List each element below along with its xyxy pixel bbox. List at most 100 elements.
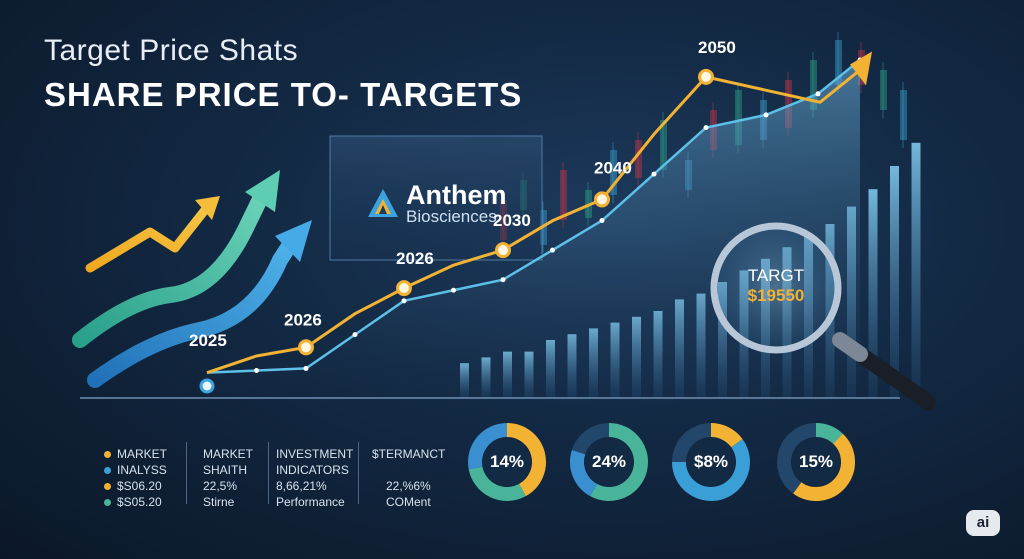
- donut-segment: [815, 423, 843, 445]
- secondary-point: [500, 277, 506, 283]
- series-line-secondary: [206, 59, 861, 374]
- donut-segment: [672, 439, 750, 501]
- primary-arrow-head: [850, 51, 872, 86]
- donut-label: 14%: [489, 452, 525, 471]
- candle-body: [835, 40, 842, 85]
- gold-arrow: [85, 205, 210, 273]
- stat-line: COMent: [386, 495, 431, 509]
- candle-body: [880, 70, 887, 110]
- secondary-point: [651, 171, 657, 177]
- magnifier-lens: [710, 222, 842, 354]
- legend-label: INALYSS: [117, 463, 167, 477]
- magnifier-value: $19550: [747, 286, 805, 305]
- stat-column: $TERMANCT 22,%6% COMent: [372, 446, 445, 510]
- candle-body: [900, 90, 907, 140]
- stat-line: 8,66,21%: [276, 479, 327, 493]
- donut-segment: [570, 449, 598, 497]
- legend-dot: [104, 466, 111, 474]
- secondary-point: [303, 365, 309, 371]
- brand-logo: Anthem Biosciences: [366, 182, 507, 226]
- donut-hole: [792, 438, 840, 486]
- donut-hole: [585, 438, 633, 486]
- donut-label: 15%: [798, 452, 834, 471]
- legend: MARKET INALYSS $S06.20 $S05.20: [104, 446, 167, 510]
- magnifier-readout: TARGT $19550: [716, 266, 836, 306]
- stat-line: SHAITH: [203, 463, 248, 477]
- brand-subtitle: Biosciences: [406, 207, 497, 226]
- donut-label: 24%: [591, 452, 627, 471]
- price-area: [207, 60, 860, 398]
- primary-point: [396, 280, 412, 297]
- teal-arrow-head: [245, 170, 280, 212]
- stat-line: [372, 462, 445, 478]
- donut-segment: [571, 423, 610, 455]
- blue-arrow: [87, 232, 301, 388]
- legend-item: INALYSS: [104, 462, 167, 478]
- donut-segment: [672, 423, 712, 463]
- column-divider: [186, 442, 187, 504]
- point-label: 2025: [189, 331, 227, 350]
- stat-column: INVESTMENT INDICATORS 8,66,21% Performan…: [276, 446, 353, 510]
- donut-segment: [506, 423, 546, 497]
- secondary-point: [451, 287, 456, 293]
- volume-bar: [868, 189, 878, 398]
- donut-segment: [468, 423, 508, 470]
- legend-item: $S05.20: [104, 494, 167, 510]
- column-divider: [268, 442, 269, 504]
- primary-point: [495, 242, 511, 259]
- primary-point: [298, 339, 314, 356]
- volume-bar: [890, 166, 899, 398]
- legend-dot: [104, 450, 111, 458]
- legend-label: $S05.20: [117, 495, 162, 509]
- chart-title: Target Price Shats: [44, 34, 299, 67]
- blue-arrow-head: [275, 220, 312, 262]
- gold-arrow-head: [195, 196, 220, 220]
- legend-label: MARKET: [117, 447, 168, 461]
- series-points-secondary: [254, 57, 863, 374]
- secondary-point: [763, 112, 769, 118]
- teal-arrow: [72, 187, 270, 348]
- legend-dot: [104, 482, 111, 490]
- ai-badge: ai: [966, 510, 1000, 536]
- donut-label: $8%: [693, 452, 729, 471]
- point-label: 2040: [594, 158, 632, 177]
- donut-segment: [468, 466, 526, 501]
- magnifier-collar: [832, 332, 868, 362]
- stat-line: INVESTMENT: [276, 447, 354, 461]
- candle-body: [635, 140, 642, 178]
- point-label: 2050: [698, 38, 736, 57]
- secondary-point: [703, 125, 709, 131]
- column-divider: [358, 442, 359, 504]
- donut-segment: [777, 423, 817, 494]
- start-point: [199, 378, 215, 394]
- brand-triangle-icon: [368, 189, 398, 217]
- magnifier: [710, 222, 936, 410]
- donut-segment: [710, 423, 743, 448]
- secondary-point: [401, 298, 407, 304]
- point-label: 2026: [284, 310, 322, 329]
- point-label: 2030: [493, 211, 531, 230]
- donut-hole: [687, 438, 735, 486]
- legend-item: $S06.20: [104, 478, 167, 494]
- stat-line: Stirne: [203, 495, 235, 509]
- stat-line: 22,%6%: [386, 479, 431, 493]
- point-label: 2026: [396, 249, 434, 268]
- stat-column: MARKET SHAITH 22,5% Stirne: [203, 446, 253, 510]
- candle-body: [785, 80, 792, 128]
- secondary-point: [815, 91, 821, 97]
- primary-point: [698, 68, 714, 85]
- stat-line: Performance: [276, 495, 345, 509]
- chart-subtitle: SHARE PRICE TO- TARGETS: [44, 76, 523, 113]
- legend-item: MARKET: [104, 446, 167, 462]
- stat-line: INDICATORS: [276, 463, 349, 477]
- stat-line: 22,5%: [203, 479, 238, 493]
- donut-segment: [793, 433, 855, 501]
- series-points-primary: [199, 51, 872, 394]
- candle-body: [735, 90, 742, 145]
- candle-body: [660, 120, 667, 170]
- screen-panel: [329, 135, 543, 261]
- donut-hole: [483, 438, 531, 486]
- point-labels: 2025 2026 2026 2030 2040 2050: [189, 38, 736, 350]
